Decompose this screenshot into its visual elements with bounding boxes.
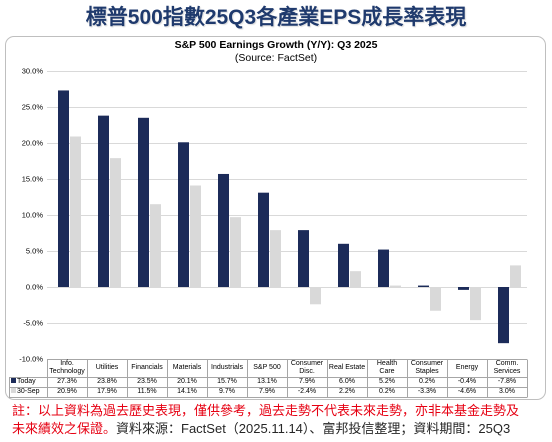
bar-30-sep-energy xyxy=(470,287,481,321)
table-value-30-sep-utilities: 17.9% xyxy=(97,388,117,395)
category-cell: Comm. Services xyxy=(487,359,527,377)
bar-30-sep-real-estate xyxy=(350,271,361,287)
category-label-industrials: Industrials xyxy=(211,364,243,371)
y-tick-label: -5.0% xyxy=(23,319,43,328)
bar-today-s-p-500 xyxy=(258,192,269,287)
chart-title: S&P 500 Earnings Growth (Y/Y): Q3 2025 xyxy=(174,39,378,51)
bar-today-comm-services xyxy=(498,287,509,344)
table-value-30-sep-industrials: 9.7% xyxy=(219,388,235,395)
category-label-energy: Energy xyxy=(455,364,479,371)
legend-label-today: Today xyxy=(17,378,36,385)
legend-marker-today xyxy=(11,378,16,383)
bar-today-real-estate xyxy=(338,243,349,287)
chart-subtitle: (Source: FactSet) xyxy=(234,52,318,64)
bar-today-consumer-disc xyxy=(298,230,309,287)
bar-30-sep-utilities xyxy=(110,158,121,287)
table-value-today-real-estate: 6.0% xyxy=(339,378,355,385)
table-value-today-info-technology: 27.3% xyxy=(57,378,77,385)
table-value-today-materials: 20.1% xyxy=(177,378,197,385)
bar-30-sep-info-technology xyxy=(70,136,81,287)
category-label-financials: Financials xyxy=(131,364,163,371)
y-tick-label: 10.0% xyxy=(22,211,44,220)
legend-today: Today xyxy=(11,377,47,387)
table-value-today-utilities: 23.8% xyxy=(97,378,117,385)
table-value-today-consumer-staples: 0.2% xyxy=(419,378,435,385)
y-tick-label: 25.0% xyxy=(22,103,44,112)
category-label-utilities: Utilities xyxy=(95,364,119,371)
table-value-30-sep-info-technology: 20.9% xyxy=(57,388,77,395)
category-label-real-estate: Real Estate xyxy=(328,364,366,371)
table-value-30-sep-s-p-500: 7.9% xyxy=(259,388,275,395)
category-cell: Real Estate xyxy=(327,359,367,377)
y-tick-label: 30.0% xyxy=(22,67,44,76)
category-cell: Financials xyxy=(127,359,167,377)
y-tick-label: 0.0% xyxy=(26,283,43,292)
table-value-today-financials: 23.5% xyxy=(137,378,157,385)
category-label-sp-500: S&P 500 xyxy=(253,364,281,371)
table-value-30-sep-real-estate: 2.2% xyxy=(339,388,355,395)
disclaimer-text-end: 未來績效之保證。 xyxy=(12,421,117,436)
category-label-health-care: Health Care xyxy=(376,360,398,375)
chart-box xyxy=(5,36,546,400)
category-cell: Industrials xyxy=(207,359,247,377)
category-cell: S&P 500 xyxy=(247,359,287,377)
table-value-30-sep-health-care: 0.2% xyxy=(379,388,395,395)
table-value-today-energy: -0.4% xyxy=(457,378,477,385)
disclaimer-note-line-2: 未來績效之保證。資料來源：FactSet（2025.11.14）、富邦投信整理；… xyxy=(12,420,510,437)
disclaimer-note-line-1: 註：以上資料為過去歷史表現，僅供參考，過去走勢不代表未來走勢，亦非本基金走勢及 xyxy=(12,402,519,419)
table-value-30-sep-financials: 11.5% xyxy=(137,388,157,395)
bar-30-sep-health-care xyxy=(390,285,401,287)
table-value-today-consumer-disc: 7.9% xyxy=(299,378,315,385)
category-label-info-technology: Info. Technology xyxy=(49,360,85,375)
legend-label-30-sep: 30-Sep xyxy=(17,388,40,395)
y-tick-label: 20.0% xyxy=(22,139,44,148)
category-cell: Materials xyxy=(167,359,207,377)
table-value-30-sep-comm-services: 3.0% xyxy=(499,388,515,395)
legend-marker-30-sep xyxy=(11,388,16,393)
category-cell: Consumer Staples xyxy=(407,359,447,377)
category-cell: Utilities xyxy=(87,359,127,377)
y-tick-label: 5.0% xyxy=(26,247,43,256)
page-title: 標普500指數25Q3各產業EPS成長率表現 xyxy=(85,6,467,29)
bar-today-materials xyxy=(178,142,189,287)
category-label-consumer-disc: Consumer Disc. xyxy=(290,360,324,375)
table-value-30-sep-materials: 14.1% xyxy=(177,388,197,395)
table-value-30-sep-energy: -4.6% xyxy=(457,388,477,395)
bar-30-sep-industrials xyxy=(230,217,241,287)
y-tick-label: 15.0% xyxy=(22,175,44,184)
category-cell: Consumer Disc. xyxy=(287,359,327,377)
bar-today-consumer-staples xyxy=(418,285,429,287)
category-cell: Energy xyxy=(447,359,487,377)
y-tick-label: -10.0% xyxy=(19,355,43,364)
bar-today-energy xyxy=(458,287,469,290)
table-value-today-comm-services: -7.8% xyxy=(497,378,517,385)
bar-30-sep-financials xyxy=(150,204,161,287)
category-cell: Info. Technology xyxy=(47,359,87,377)
bar-today-info-technology xyxy=(58,90,69,287)
bar-30-sep-consumer-staples xyxy=(430,287,441,311)
bar-30-sep-materials xyxy=(190,185,201,287)
bar-today-health-care xyxy=(378,249,389,287)
category-label-consumer-staples: Consumer Staples xyxy=(410,360,444,375)
note-source: 資料來源：FactSet（2025.11.14）、富邦投信整理；資料期間：25Q… xyxy=(116,421,511,436)
legend-30-sep: 30-Sep xyxy=(11,387,47,397)
table-value-30-sep-consumer-disc: -2.4% xyxy=(297,388,317,395)
disclaimer-text: 註：以上資料為過去歷史表現，僅供參考，過去走勢不代表未來走勢，亦非本基金走勢及 xyxy=(12,403,520,418)
bar-30-sep-s-p-500 xyxy=(270,230,281,287)
category-label-comm-services: Comm. Services xyxy=(493,360,521,375)
category-cell: Health Care xyxy=(367,359,407,377)
bar-30-sep-comm-services xyxy=(510,265,521,287)
category-label-materials: Materials xyxy=(172,364,202,371)
table-value-today-industrials: 15.7% xyxy=(217,378,237,385)
bar-30-sep-consumer-disc xyxy=(310,287,321,305)
table-value-today-health-care: 5.2% xyxy=(379,378,395,385)
bar-today-industrials xyxy=(218,173,229,287)
table-value-30-sep-consumer-staples: -3.3% xyxy=(417,388,437,395)
table-value-today-s-p-500: 13.1% xyxy=(257,378,277,385)
bar-today-utilities xyxy=(98,115,109,287)
bar-today-financials xyxy=(138,117,149,287)
